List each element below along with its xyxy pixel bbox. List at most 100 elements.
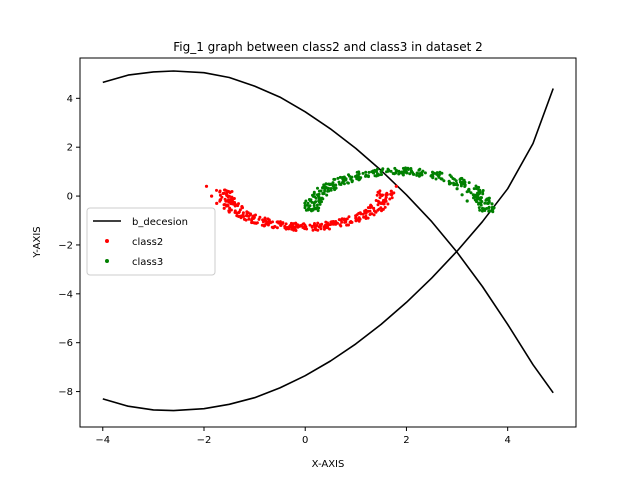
point-class2 [361, 212, 365, 216]
point-class3 [312, 204, 316, 208]
point-class3 [324, 182, 328, 186]
point-class2 [210, 194, 214, 198]
point-class3 [364, 170, 368, 174]
point-class2 [364, 211, 368, 215]
legend-swatch-class2 [105, 239, 109, 243]
point-class2 [242, 217, 247, 221]
plot-frame [79, 57, 577, 428]
point-class3 [491, 207, 494, 211]
point-class3 [465, 199, 469, 203]
point-class3 [405, 171, 409, 174]
point-class2 [324, 220, 328, 224]
point-class2 [204, 184, 209, 188]
point-class2 [290, 222, 294, 225]
point-class3 [462, 178, 466, 182]
point-class3 [356, 174, 360, 179]
point-class2 [308, 223, 312, 227]
point-class3 [353, 175, 357, 178]
point-class2 [293, 227, 297, 231]
point-class2 [230, 190, 234, 193]
point-class3 [420, 171, 424, 175]
point-class2 [311, 228, 315, 232]
point-class2 [386, 202, 390, 206]
point-class2 [218, 193, 222, 197]
point-class2 [315, 224, 319, 227]
point-class2 [372, 206, 376, 210]
point-class2 [236, 204, 240, 208]
point-class2 [344, 220, 348, 224]
y-axis: −8 −6 −4 −2 0 2 4 [58, 94, 80, 398]
point-class2 [219, 198, 223, 202]
point-class3 [336, 176, 340, 180]
point-class3 [366, 174, 370, 178]
point-class2 [390, 196, 394, 200]
point-class3 [415, 171, 419, 175]
x-axis-title: X-AXIS [312, 459, 345, 470]
point-class2 [328, 223, 331, 227]
point-class3 [402, 170, 406, 174]
point-class2 [345, 217, 349, 221]
point-class3 [472, 194, 476, 198]
point-class2 [334, 220, 338, 223]
point-class2 [377, 207, 381, 211]
point-class3 [417, 168, 421, 172]
point-class2 [303, 226, 307, 230]
point-class3 [454, 179, 458, 183]
point-class2 [215, 188, 218, 192]
point-class2 [230, 198, 234, 202]
point-class2 [227, 194, 231, 198]
point-class3 [312, 192, 316, 196]
point-class2 [246, 214, 250, 218]
point-class2 [316, 228, 320, 232]
point-class3 [326, 182, 330, 186]
point-class2 [250, 221, 254, 225]
point-class2 [383, 205, 387, 209]
point-class3 [467, 181, 471, 185]
point-class3 [355, 170, 359, 174]
point-class3 [334, 186, 338, 190]
point-class2 [264, 219, 268, 223]
point-class3 [434, 177, 438, 181]
point-class3 [303, 201, 307, 205]
point-class2 [382, 198, 385, 202]
plot-area [102, 70, 554, 412]
boundary-line-2 [102, 88, 554, 412]
legend-label-class3: class3 [132, 257, 163, 268]
point-class2 [313, 222, 316, 225]
point-class2 [263, 223, 267, 227]
point-class2 [345, 223, 349, 227]
point-class2 [240, 205, 244, 209]
point-class3 [309, 198, 313, 202]
point-class3 [458, 178, 462, 181]
point-class2 [229, 208, 233, 212]
point-class3 [480, 200, 484, 203]
point-class3 [452, 183, 456, 187]
point-class3 [346, 181, 350, 185]
point-class3 [487, 205, 491, 209]
point-class3 [341, 179, 345, 183]
point-class2 [251, 216, 255, 220]
point-class3 [472, 187, 476, 191]
point-class2 [374, 199, 378, 202]
point-class2 [283, 226, 287, 230]
x-tick-label: 0 [302, 435, 308, 446]
point-class3 [423, 171, 427, 175]
point-class2 [381, 207, 385, 211]
point-class3 [406, 168, 410, 171]
point-class3 [483, 201, 487, 205]
point-class2 [354, 219, 358, 223]
point-class3 [478, 191, 482, 195]
point-class2 [379, 201, 383, 205]
point-class3 [476, 186, 480, 189]
point-class3 [314, 196, 318, 200]
point-class3 [399, 170, 403, 174]
y-tick-label: −4 [58, 289, 73, 300]
point-class2 [329, 220, 333, 224]
point-class3 [451, 177, 455, 180]
point-class2 [310, 225, 314, 229]
point-class3 [312, 201, 316, 205]
point-class3 [316, 209, 320, 213]
point-class3 [356, 177, 360, 181]
point-class2 [328, 227, 331, 231]
point-class2 [364, 217, 368, 220]
